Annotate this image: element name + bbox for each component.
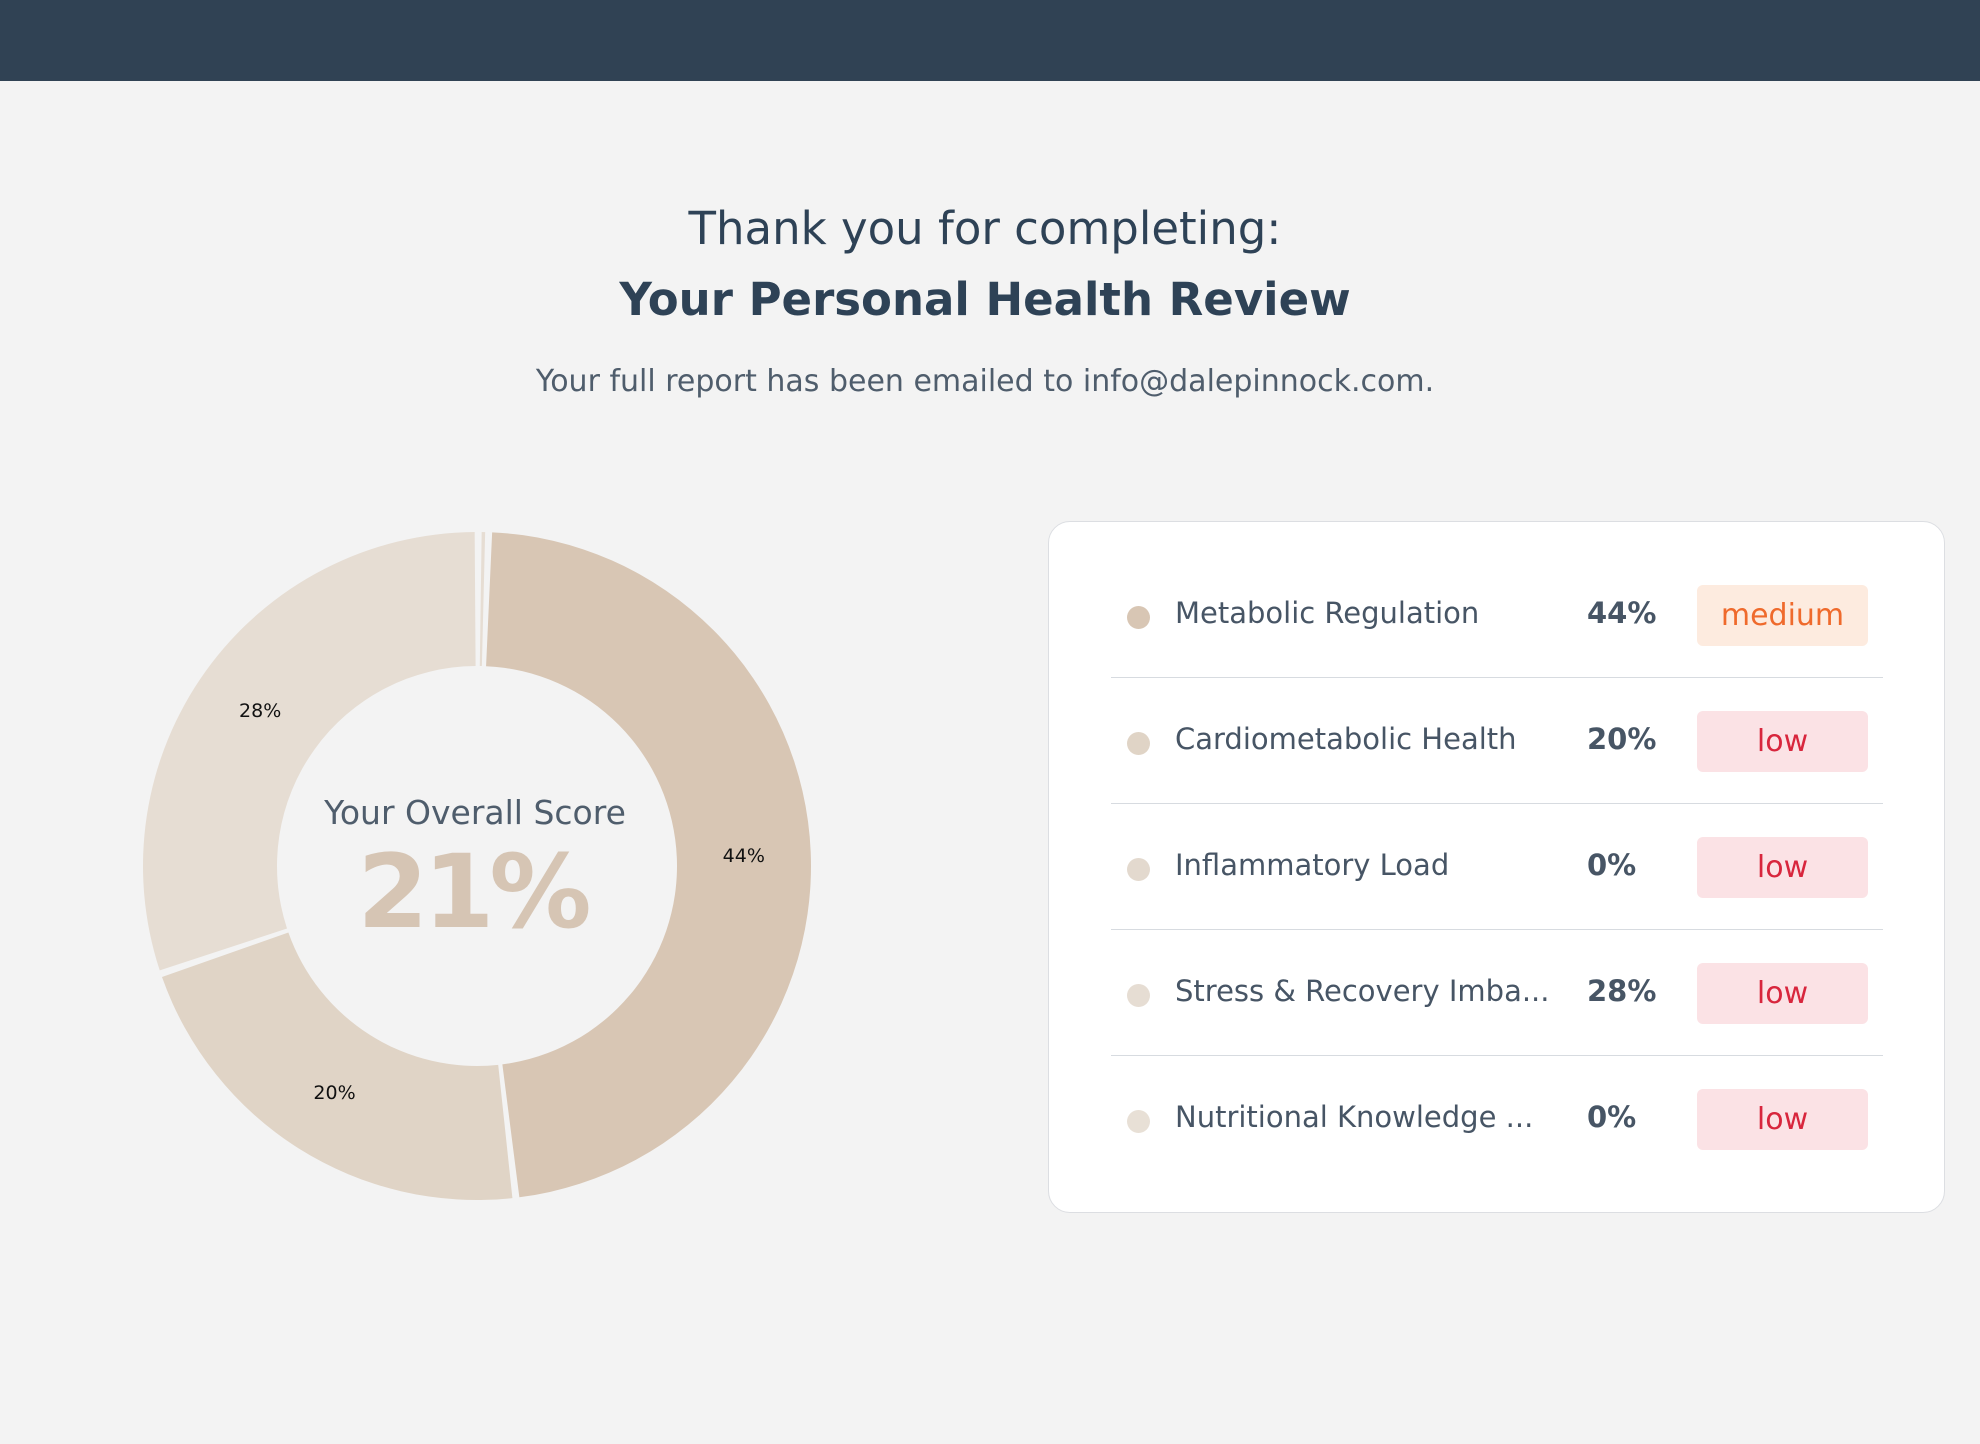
- category-dot: [1127, 732, 1150, 755]
- page-title: Your Personal Health Review: [619, 273, 1351, 326]
- thanks-heading: Thank you for completing:: [688, 202, 1282, 255]
- donut-slice-label-2: 28%: [239, 700, 281, 722]
- score-row-cardiometabolic: Cardiometabolic Health 20% low: [1111, 648, 1883, 774]
- donut-slice-label-1: 20%: [313, 1082, 355, 1104]
- category-dot: [1127, 1110, 1150, 1133]
- row-divider: [1111, 929, 1883, 930]
- status-badge: low: [1697, 837, 1868, 898]
- category-name: Stress & Recovery Imba...: [1175, 974, 1550, 1008]
- status-badge: low: [1697, 963, 1868, 1024]
- row-divider: [1111, 1055, 1883, 1056]
- category-scores-card: Metabolic Regulation 44% medium Cardiome…: [1048, 521, 1945, 1213]
- donut-slice-2[interactable]: [143, 532, 476, 971]
- score-row-inflammatory: Inflammatory Load 0% low: [1111, 774, 1883, 900]
- score-row-stress-recovery: Stress & Recovery Imba... 28% low: [1111, 900, 1883, 1026]
- category-name: Nutritional Knowledge ...: [1175, 1100, 1534, 1134]
- category-dot: [1127, 858, 1150, 881]
- row-divider: [1111, 677, 1883, 678]
- category-name: Metabolic Regulation: [1175, 596, 1480, 630]
- top-header-bar: [0, 0, 1980, 81]
- donut-slice-0[interactable]: [486, 532, 811, 1198]
- overall-score-label: Your Overall Score: [323, 793, 626, 832]
- category-dot: [1127, 606, 1150, 629]
- row-divider: [1111, 803, 1883, 804]
- status-badge: low: [1697, 1089, 1868, 1150]
- score-row-metabolic: Metabolic Regulation 44% medium: [1111, 522, 1883, 648]
- donut-slice-3[interactable]: [479, 532, 486, 667]
- email-confirmation-text: Your full report has been emailed to inf…: [535, 364, 1435, 399]
- category-name: Inflammatory Load: [1175, 848, 1450, 882]
- overall-score-value: 21%: [357, 833, 588, 952]
- status-badge: medium: [1697, 585, 1868, 646]
- category-percentage: 0%: [1587, 1100, 1637, 1134]
- status-badge: low: [1697, 711, 1868, 772]
- category-percentage: 44%: [1587, 596, 1657, 630]
- donut-slice-label-0: 44%: [723, 845, 765, 867]
- category-percentage: 28%: [1587, 974, 1657, 1008]
- category-dot: [1127, 984, 1150, 1007]
- donut-slice-1[interactable]: [161, 932, 513, 1200]
- category-percentage: 0%: [1587, 848, 1637, 882]
- category-name: Cardiometabolic Health: [1175, 722, 1517, 756]
- score-row-nutritional-knowledge: Nutritional Knowledge ... 0% low: [1111, 1026, 1883, 1152]
- category-percentage: 20%: [1587, 722, 1657, 756]
